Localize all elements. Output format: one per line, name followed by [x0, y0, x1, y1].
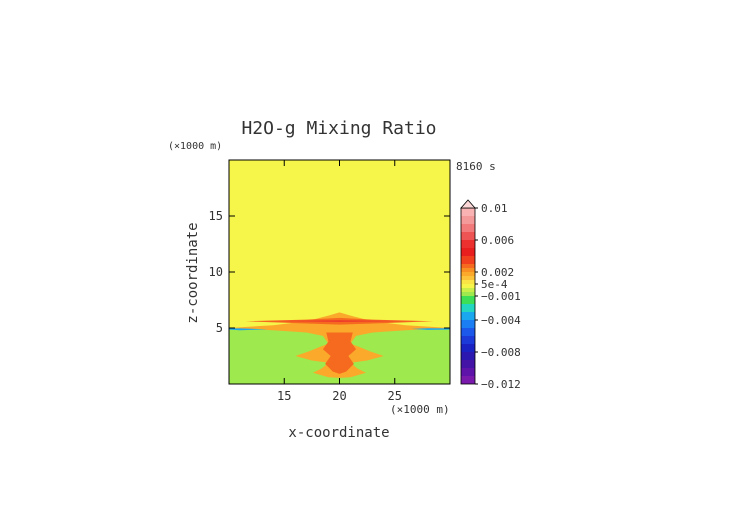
colorbar-segment — [461, 240, 475, 248]
colorbar-segment — [461, 276, 475, 280]
colorbar-tick-label: −0.012 — [481, 378, 521, 391]
y-tick-label: 10 — [209, 265, 223, 279]
colorbar-segment — [461, 248, 475, 256]
colorbar-segment — [461, 288, 475, 292]
colorbar-segment — [461, 268, 475, 272]
colorbar-segment — [461, 264, 475, 268]
colorbar-segment — [461, 224, 475, 232]
colorbar-segment — [461, 280, 475, 284]
colorbar-segment — [461, 320, 475, 328]
x-tick-label: 15 — [277, 389, 291, 403]
time-label: 8160 s — [456, 160, 496, 173]
y-tick-label: 15 — [209, 209, 223, 223]
region-background-above — [229, 160, 450, 328]
colorbar-tick-label: 0.01 — [481, 202, 508, 215]
colorbar-segment — [461, 216, 475, 224]
colorbar-segment — [461, 336, 475, 344]
colorbar-segment — [461, 368, 475, 376]
colorbar-tick-label: 5e-4 — [481, 278, 508, 291]
chart-title: H2O-g Mixing Ratio — [241, 118, 436, 139]
colorbar-segment — [461, 284, 475, 288]
y-axis-label: z-coordinate — [185, 222, 201, 323]
colorbar-tick-label: −0.001 — [481, 290, 521, 303]
region-column-inner — [322, 332, 357, 374]
region-blue-left — [229, 328, 268, 331]
heatmap-plot — [229, 160, 450, 384]
colorbar-segment — [461, 328, 475, 336]
colorbar-segment — [461, 344, 475, 352]
plot-axes: 15 20 25 5 10 15 — [209, 159, 451, 403]
x-unit-label: (×1000 m) — [390, 403, 450, 416]
y-tick-label: 5 — [216, 321, 223, 335]
region-blue-right — [411, 328, 450, 330]
colorbar-segment — [461, 312, 475, 320]
colorbar-segment — [461, 272, 475, 276]
colorbar-tick-label: 0.002 — [481, 266, 514, 279]
colorbar-segment — [461, 296, 475, 304]
x-tick-label: 20 — [332, 389, 346, 403]
colorbar-extend-arrow — [460, 199, 476, 209]
y-unit-label: (×1000 m) — [168, 141, 222, 152]
colorbar-segment — [461, 256, 475, 264]
colorbar-segment — [461, 208, 475, 216]
colorbar-segment — [461, 376, 475, 384]
colorbar-tick-label: −0.004 — [481, 314, 521, 327]
x-axis-label: x-coordinate — [288, 425, 389, 441]
colorbar-segment — [461, 360, 475, 368]
x-tick-label: 25 — [388, 389, 402, 403]
colorbar-segment — [461, 352, 475, 360]
colorbar-segment — [461, 232, 475, 240]
colorbar-tick-label: 0.006 — [481, 234, 514, 247]
colorbar-tick-label: −0.008 — [481, 346, 521, 359]
colorbar-segment — [461, 304, 475, 312]
region-anvil-line — [262, 320, 417, 322]
colorbar-segment — [461, 292, 475, 296]
